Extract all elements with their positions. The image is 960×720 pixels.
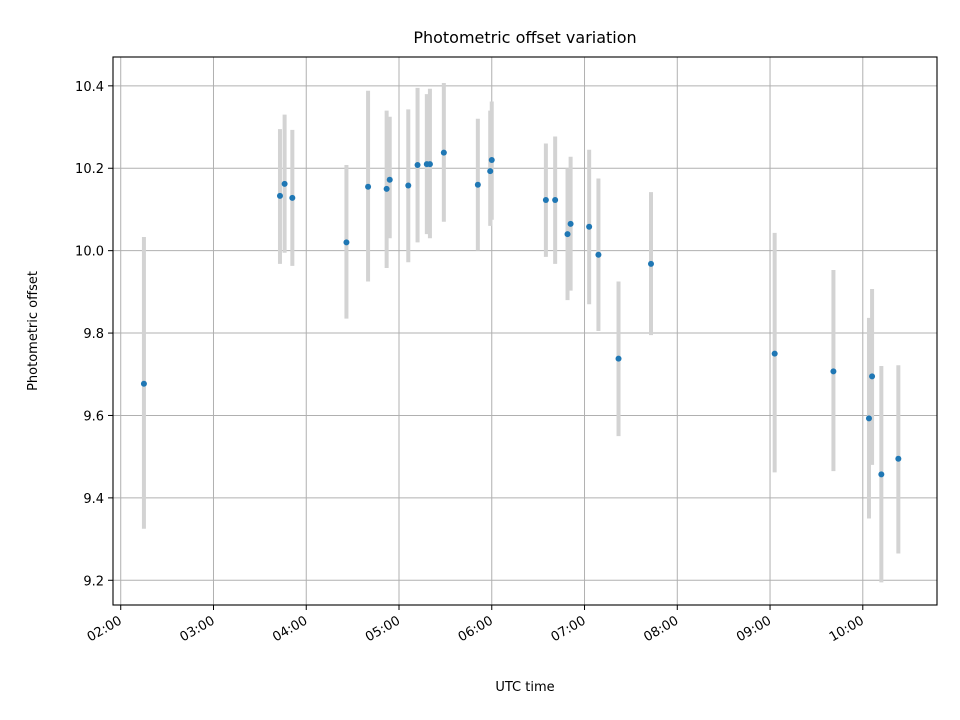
y-axis-ticks: 9.2 9.4 9.6 9.8 10.0 10.2 10.4 — [75, 80, 113, 589]
data-point — [878, 471, 885, 478]
y-tick-label: 10.0 — [75, 245, 104, 260]
data-point — [365, 183, 372, 190]
data-point — [771, 350, 778, 357]
data-point — [865, 415, 872, 422]
data-point — [474, 181, 481, 188]
y-tick-label: 9.4 — [83, 492, 104, 507]
data-points — [140, 149, 902, 478]
data-point — [276, 192, 283, 199]
data-point — [869, 373, 876, 380]
plot-frame — [112, 56, 938, 606]
data-point — [426, 161, 433, 168]
y-tick-label: 10.2 — [75, 162, 104, 177]
x-axis-label: UTC time — [495, 680, 554, 695]
chart-title: Photometric offset variation — [413, 28, 636, 47]
data-point — [383, 185, 390, 192]
y-tick-label: 10.4 — [75, 80, 104, 95]
data-point — [830, 368, 837, 375]
data-point — [487, 168, 494, 175]
data-point — [564, 231, 571, 238]
data-point — [895, 455, 902, 462]
data-point — [595, 251, 602, 258]
data-point — [386, 176, 393, 183]
grid — [113, 57, 937, 605]
data-point — [440, 149, 447, 156]
data-point — [289, 194, 296, 201]
data-point — [615, 355, 622, 362]
data-point — [140, 380, 147, 387]
y-tick-label: 9.6 — [83, 409, 104, 424]
y-axis-label: Photometric offset — [26, 271, 41, 391]
data-point — [281, 180, 288, 187]
data-point — [552, 196, 559, 203]
data-point — [542, 196, 549, 203]
y-tick-label: 9.2 — [83, 574, 104, 589]
y-tick-label: 9.8 — [83, 327, 104, 342]
data-point — [405, 182, 412, 189]
data-point — [567, 220, 574, 227]
data-point — [343, 239, 350, 246]
data-point — [647, 260, 654, 267]
data-point — [414, 161, 421, 168]
data-point — [586, 223, 593, 230]
data-point — [488, 157, 495, 164]
